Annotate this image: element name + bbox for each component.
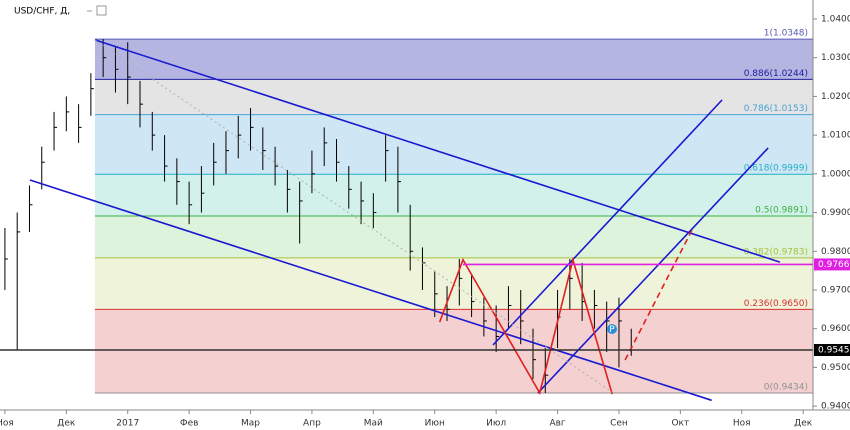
- x-tick-label: Апр: [303, 419, 321, 429]
- fib-band: [94, 216, 813, 258]
- trend-line: [492, 99, 723, 346]
- marker-icon: P: [609, 325, 615, 335]
- price-tag-label: 0.9766: [818, 260, 850, 270]
- x-tick-label: Ноя: [733, 419, 751, 429]
- y-tick-label: 1.0400: [821, 14, 850, 24]
- trend-line: [94, 39, 613, 393]
- x-tick-label: Мар: [241, 419, 260, 429]
- fib-level-label: 0.236(0.9650): [744, 299, 808, 309]
- fib-level-label: 0.786(1.0153): [744, 104, 808, 114]
- price-tag-label: 0.9545: [818, 345, 850, 355]
- y-tick-label: 0.9900: [821, 208, 850, 218]
- fib-level-label: 0.382(0.9783): [744, 247, 808, 257]
- price-tag: [814, 258, 850, 271]
- fib-level-label: 0(0.9434): [764, 382, 808, 392]
- fib-band: [94, 174, 813, 217]
- trend-line: [438, 256, 613, 396]
- x-tick-label: 2017: [116, 419, 139, 429]
- fib-band: [94, 309, 813, 393]
- x-tick-label: Ноя: [0, 419, 14, 429]
- position-marker: P: [607, 324, 617, 335]
- trend-line: [624, 229, 693, 361]
- maximize-icon: [96, 5, 107, 16]
- trend-line: [94, 39, 781, 263]
- y-tick-label: 1.0000: [821, 169, 850, 179]
- y-tick-label: 1.0200: [821, 92, 850, 102]
- fib-band: [94, 114, 813, 175]
- y-tick-label: 1.0100: [821, 131, 850, 141]
- fib-level-label: 1(1.0348): [764, 29, 808, 39]
- y-tick-label: 1.0300: [821, 53, 850, 63]
- x-tick-label: Дек: [57, 419, 76, 429]
- y-tick-label: 0.9600: [821, 324, 850, 334]
- x-tick-label: Май: [364, 419, 383, 429]
- x-tick-label: Окт: [671, 419, 689, 429]
- fib-level-label: 0.618(0.9999): [744, 164, 808, 174]
- fib-band: [94, 39, 813, 80]
- title-icons: [87, 5, 107, 16]
- fib-level-label: 0.886(1.0244): [744, 69, 808, 79]
- price-tag: [814, 343, 850, 356]
- fib-level-label: 0.5(0.9891): [755, 206, 808, 216]
- x-tick-label: Дек: [794, 419, 813, 429]
- trend-line: [29, 179, 712, 402]
- y-tick-label: 0.9400: [821, 402, 850, 412]
- plot-area: 1(1.0348) 0.886(1.0244) 0.786(1.0153) 0.618…: [0, 29, 813, 402]
- trend-line: [537, 147, 769, 394]
- chart-title: USD/CHF, Д,: [14, 7, 70, 17]
- y-tick-label: 0.9500: [821, 363, 850, 373]
- y-tick-label: 0.9800: [821, 247, 850, 257]
- x-tick-label: Сен: [610, 419, 628, 429]
- y-tick-label: 0.9700: [821, 285, 850, 295]
- axes: 0.9400 0.9500 0.9600 0.9700 0.9800 0.9900 1.00…: [0, 14, 850, 429]
- x-tick-label: Июн: [425, 419, 445, 429]
- marker-circle: [607, 324, 617, 334]
- x-tick-label: Фев: [180, 419, 199, 429]
- fib-band: [94, 79, 813, 115]
- x-tick-label: Авг: [549, 419, 565, 429]
- x-tick-label: Июл: [486, 419, 506, 429]
